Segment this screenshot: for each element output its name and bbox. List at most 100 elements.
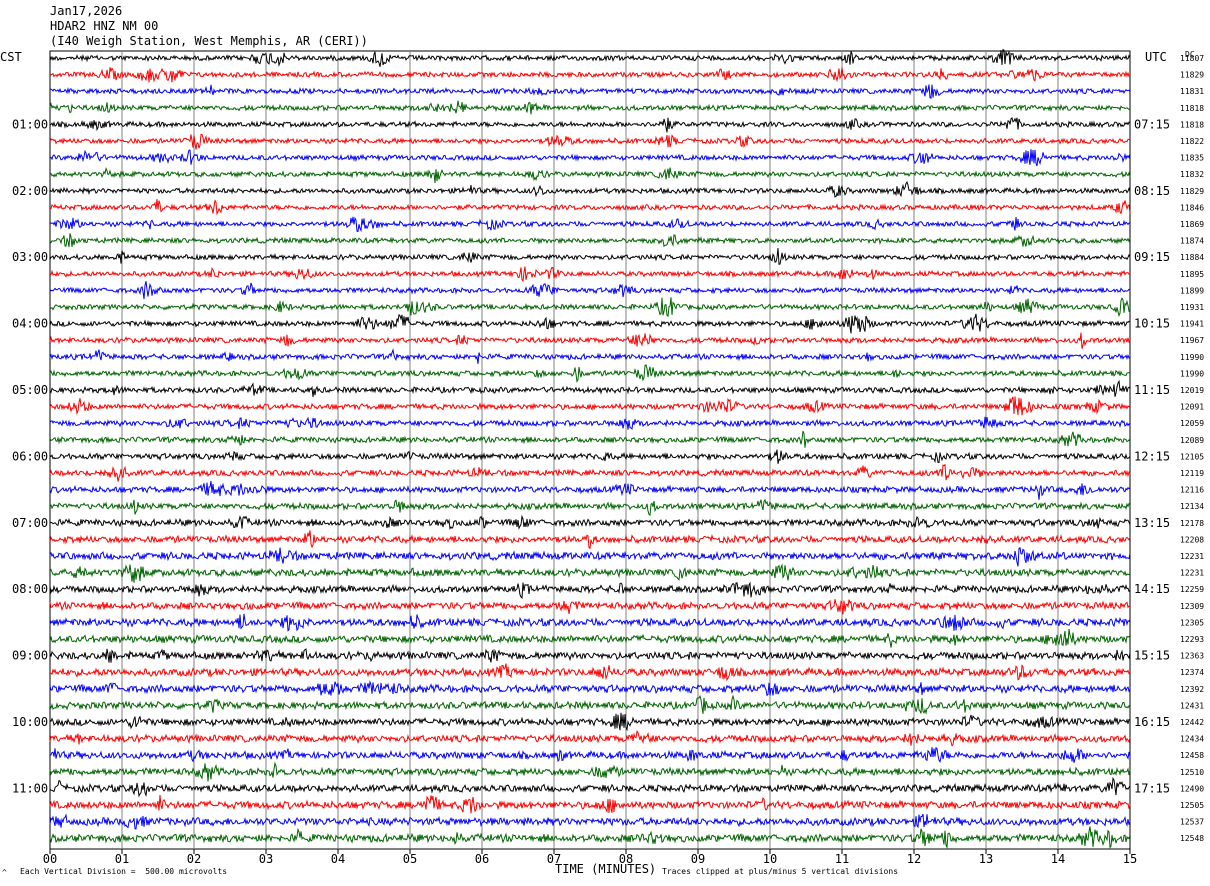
seismic-trace [49, 198, 1131, 216]
cst-hour-label: 08:00 [12, 582, 48, 596]
dc-offset-label: 12293 [1180, 635, 1204, 644]
dc-offset-label: 12434 [1180, 735, 1204, 744]
seismic-trace [49, 514, 1131, 531]
cst-hour-label: 02:00 [12, 184, 48, 198]
dc-offset-label: 11829 [1180, 71, 1204, 80]
x-tick-label: 01 [115, 852, 129, 866]
cst-hour-label: 10:00 [12, 715, 48, 729]
dc-offset-label: 11818 [1180, 120, 1204, 129]
dc-offset-label: 12105 [1180, 452, 1204, 461]
x-tick-label: 10 [763, 852, 777, 866]
seismic-trace [49, 281, 1131, 300]
x-tick-label: 11 [835, 852, 849, 866]
dc-offset-label: 11990 [1180, 369, 1204, 378]
dc-offset-label: 12208 [1180, 535, 1204, 544]
seismic-trace [49, 117, 1131, 133]
cst-hour-label: 09:00 [12, 649, 48, 663]
dc-offset-label: 12178 [1180, 519, 1204, 528]
utc-hour-label: 16:15 [1134, 715, 1170, 729]
seismic-trace [49, 180, 1131, 198]
seismic-trace [49, 67, 1131, 83]
seismic-trace [49, 776, 1131, 798]
dc-offset-label: 12231 [1180, 569, 1204, 578]
x-tick-label: 02 [187, 852, 201, 866]
seismic-trace [49, 216, 1131, 233]
seismic-trace [49, 297, 1131, 318]
x-tick-label: 12 [907, 852, 921, 866]
dc-offset-label: 11846 [1180, 203, 1204, 212]
seismic-trace [49, 133, 1131, 150]
scale-note: Each Vertical Division = 500.00 microvol… [20, 867, 228, 876]
dc-offset-label: 11884 [1180, 253, 1204, 262]
seismic-trace [49, 581, 1131, 600]
utc-hour-label: 07:15 [1134, 117, 1170, 131]
dc-offset-label: 12309 [1180, 602, 1204, 611]
dc-offset-label: 12119 [1180, 469, 1204, 478]
seismic-trace [49, 233, 1131, 248]
utc-hour-label: 14:15 [1134, 582, 1170, 596]
seismic-trace [49, 794, 1131, 814]
cst-hour-label: 07:00 [12, 516, 48, 530]
x-tick-label: 07 [547, 852, 561, 866]
seismic-trace [49, 563, 1131, 583]
seismic-trace [49, 166, 1131, 183]
dc-offset-label: 11831 [1180, 87, 1204, 96]
dc-offset-label: 11818 [1180, 104, 1204, 113]
utc-hour-label: 08:15 [1134, 184, 1170, 198]
dc-offset-label: 12019 [1180, 386, 1204, 395]
dc-header-label: DC [1185, 50, 1195, 59]
dc-offset-label: 11835 [1180, 154, 1204, 163]
seismic-trace [49, 530, 1131, 550]
date-label: Jan17,2026 [50, 4, 123, 18]
cst-hour-label: 03:00 [12, 250, 48, 264]
dc-offset-label: 12305 [1180, 618, 1204, 627]
dc-offset-label: 12392 [1180, 685, 1204, 694]
utc-hour-label: 15:15 [1134, 649, 1170, 663]
dc-offset-label: 12091 [1180, 403, 1204, 412]
seismic-trace [49, 48, 1131, 67]
cst-hour-label: 05:00 [12, 383, 48, 397]
dc-offset-label: 12089 [1180, 436, 1204, 445]
seismic-trace [49, 694, 1131, 715]
corner-mark: ^ [2, 868, 7, 877]
seismic-trace [49, 332, 1131, 349]
dc-offset-label: 11874 [1180, 237, 1204, 246]
utc-hour-label: 13:15 [1134, 516, 1170, 530]
x-axis-title: TIME (MINUTES) [555, 862, 657, 876]
seismic-trace [49, 463, 1131, 482]
dc-offset-label: 12116 [1180, 486, 1204, 495]
dc-offset-label: 12505 [1180, 801, 1204, 810]
seismic-trace [49, 313, 1131, 334]
seismic-trace [49, 613, 1131, 632]
seismic-trace [49, 498, 1131, 517]
x-tick-label: 09 [691, 852, 705, 866]
seismic-trace [49, 680, 1131, 697]
cst-hour-label: 06:00 [12, 449, 48, 463]
utc-hour-label: 10:15 [1134, 317, 1170, 331]
seismic-trace [49, 813, 1131, 830]
dc-offset-label: 11829 [1180, 187, 1204, 196]
dc-offset-label: 12510 [1180, 768, 1204, 777]
x-tick-label: 13 [979, 852, 993, 866]
cst-hour-label: 04:00 [12, 317, 48, 331]
cst-hour-label: 11:00 [12, 781, 48, 795]
dc-offset-label: 12442 [1180, 718, 1204, 727]
utc-hour-label: 11:15 [1134, 383, 1170, 397]
cst-label: CST [0, 50, 22, 64]
dc-offset-label: 12059 [1180, 419, 1204, 428]
dc-offset-label: 11822 [1180, 137, 1204, 146]
dc-offset-label: 11895 [1180, 270, 1204, 279]
cst-hour-label: 01:00 [12, 117, 48, 131]
dc-offset-label: 11941 [1180, 320, 1204, 329]
seismic-trace [49, 266, 1131, 282]
x-tick-label: 04 [331, 852, 345, 866]
seismic-trace [49, 379, 1131, 398]
seismic-trace [49, 826, 1131, 850]
dc-offset-label: 11931 [1180, 303, 1204, 312]
plot-frame [49, 50, 1131, 850]
seismic-trace [49, 746, 1131, 763]
dc-offset-label: 12259 [1180, 585, 1204, 594]
dc-offset-label: 12458 [1180, 751, 1204, 760]
seismic-trace [49, 599, 1131, 615]
seismic-trace [49, 430, 1131, 448]
